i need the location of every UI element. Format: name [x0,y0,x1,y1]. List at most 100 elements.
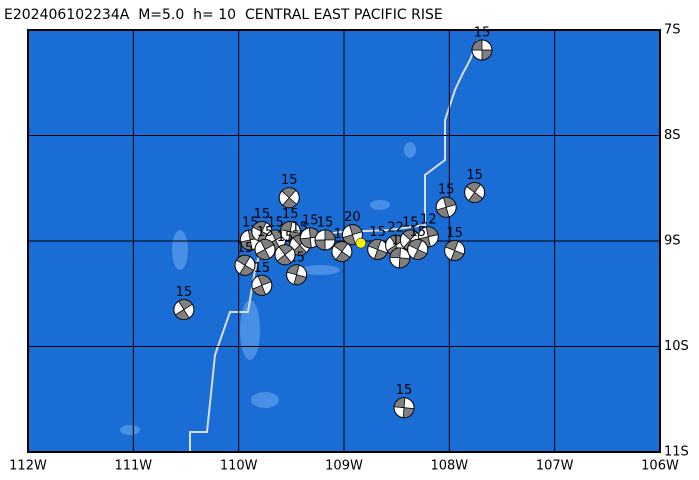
focal-mechanism [331,241,353,263]
frame [27,29,661,453]
depth-label: 15 [267,215,284,230]
beachball-quadrant [252,284,267,296]
x-tick-label: 112W [9,459,47,474]
depth-label: 15 [176,285,193,300]
depth-label: 22 [387,221,404,236]
beachball-quadrant [235,254,251,266]
beachball-quadrant [174,309,190,321]
beachball-quadrant [442,196,457,208]
beachball-quadrant [367,239,382,250]
focal-mechanism [251,274,273,296]
x-tick-label: 107W [536,459,574,474]
beachball-quadrant [281,187,297,199]
beachball-quadrant [471,39,483,51]
depth-label: 15 [282,207,299,222]
depth-label: 15 [409,225,426,240]
beachball-quadrant [178,299,193,311]
beachball-quadrant [468,191,484,203]
depth-label: 15 [369,225,386,240]
depth-label: 15 [254,207,271,222]
focal-mechanism [286,264,308,286]
focal-mechanism [389,247,411,269]
ridge-axis [189,39,479,452]
depth-label: 15 [254,261,271,276]
focal-mechanism [278,187,300,209]
beachball-quadrant [335,250,351,262]
depth-label: 15 [402,215,419,230]
depth-label: 15 [317,215,334,230]
depth-label: 15 [237,241,254,256]
beachball-quadrant [257,274,272,286]
seafloor-features [120,142,416,435]
focal-mechanism [435,196,457,218]
beachball-quadrant [450,249,465,261]
beachball-quadrant [286,264,300,276]
x-tick-label: 110W [220,459,258,474]
beachball-quadrant [259,239,275,250]
focal-mechanism [254,238,276,260]
depth-label: 15 [277,230,294,245]
beachball-quadrant [293,274,307,286]
focal-mechanism [234,254,256,276]
beachball-quadrant [412,248,428,260]
beachball-quadrant [436,206,450,218]
beachball-quadrant [281,197,298,209]
depth-label: 15 [302,213,319,228]
beachball-quadrant [314,239,326,251]
beachball-quadrant [408,239,423,250]
beachball-quadrant [444,240,459,252]
beachball-quadrant [389,247,401,259]
y-tick-label: 10S [664,339,689,354]
beachball-quadrant [481,49,493,61]
beachball-quadrant [279,221,293,232]
beachball-quadrant [373,248,388,260]
focal-mechanism [393,397,415,419]
beachball-quadrant [252,221,267,233]
beachball-quadrant [324,229,336,241]
focal-mechanism [444,239,466,261]
epicenter [355,237,367,249]
beachball-quadrant [398,257,411,269]
focal-mechanism [471,39,493,61]
beachball-quadrant [342,234,356,246]
beachball-quadrant [255,248,271,260]
beachball-quadrant [276,254,292,266]
focal-mechanism [464,181,486,203]
y-tick-label: 7S [664,23,681,38]
x-tick-label: 108W [430,459,468,474]
focal-mechanism [274,244,296,266]
beachball-quadrant [402,407,415,419]
depth-label: 15 [396,383,413,398]
beachball-quadrant [349,224,363,236]
y-tick-label: 8S [664,128,681,143]
y-tick-label: 9S [664,234,681,249]
beachball-quadrant [299,237,312,249]
y-tick-label: 11S [664,445,689,460]
beachball-quadrant [239,239,253,251]
depth-label: 15 [281,173,298,188]
beachball-quadrant [466,182,482,194]
depth-label: 12 [420,212,437,227]
focal-mechanism [314,229,336,251]
x-tick-label: 111W [114,459,152,474]
beachball-quadrant [425,226,439,238]
map-title: E202406102234A M=5.0 h= 10 CENTRAL EAST … [4,7,443,23]
beachball-quadrant [393,397,406,409]
events: 1515151515151515151515151515151515151520… [173,26,493,419]
beachball-quadrant [402,229,418,241]
focal-mechanism [407,238,429,260]
beachball-quadrant [278,244,294,256]
depth-label: 15 [257,225,274,240]
x-tick-label: 106W [641,459,679,474]
depth-label: 15 [438,183,455,198]
depth-label: 15 [474,26,491,41]
focal-mechanism [399,229,421,251]
depth-label: 15 [466,168,483,183]
depth-label: 20 [344,210,361,225]
depth-label: 15 [446,226,463,241]
x-tick-label: 109W [325,459,363,474]
beachball-quadrant [239,264,255,276]
focal-mechanism [367,238,389,260]
focal-mechanism [173,299,195,321]
